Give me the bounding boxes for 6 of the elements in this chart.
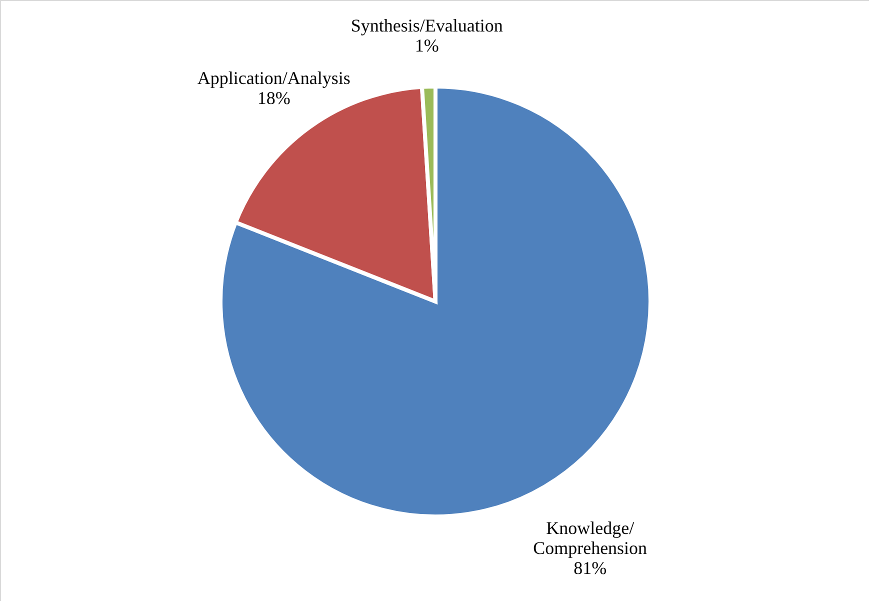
slice-label: Synthesis/Evaluation bbox=[350, 16, 503, 36]
data-label: 81% bbox=[574, 558, 607, 578]
slice-label: Knowledge/Comprehension bbox=[533, 518, 648, 558]
data-label: 18% bbox=[257, 88, 290, 108]
slice-label: Application/Analysis bbox=[197, 68, 350, 88]
data-label: 1% bbox=[414, 36, 439, 56]
